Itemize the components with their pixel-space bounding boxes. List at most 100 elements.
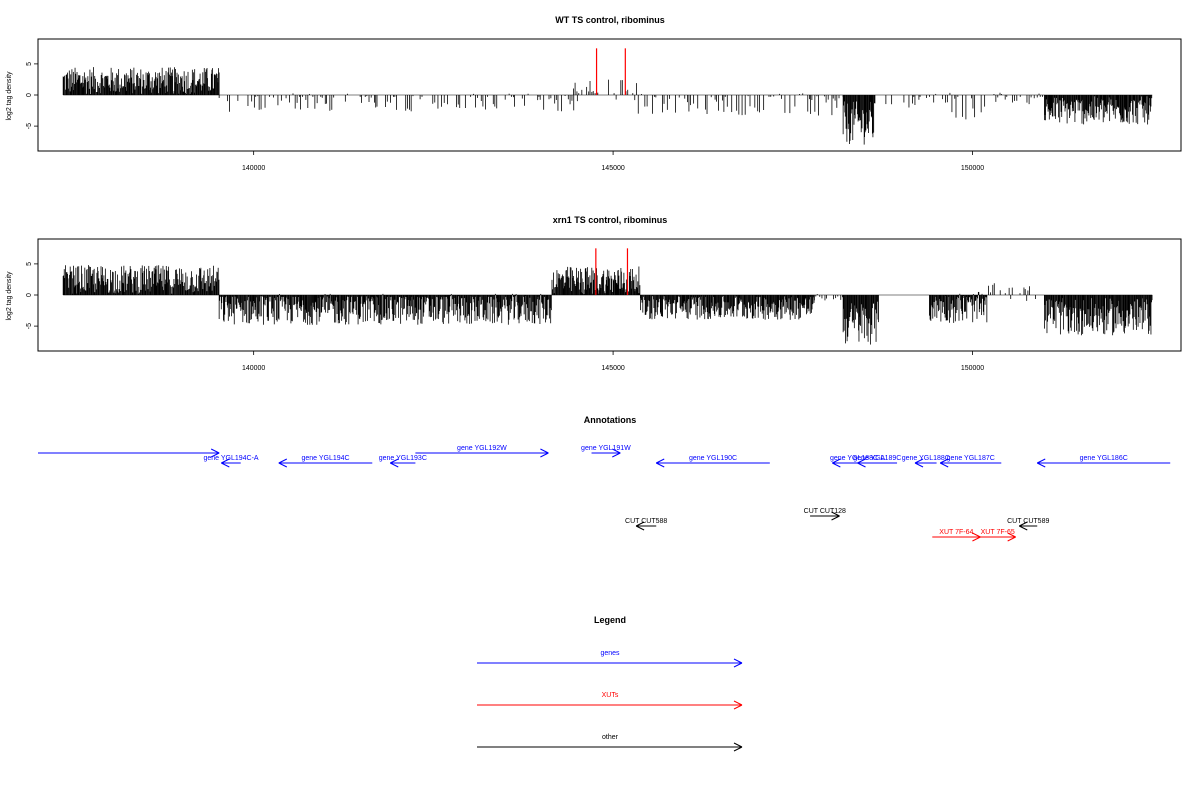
y-tick-label: -5	[26, 323, 33, 329]
annotation-label: CUT CUT589	[1007, 518, 1049, 525]
y-tick-label: -5	[26, 123, 33, 129]
y-tick-label: 5	[26, 262, 33, 266]
annotation-arrow-head	[278, 458, 288, 464]
annotation-arrow-head	[972, 536, 981, 542]
annotation-arrow-head	[1007, 536, 1016, 542]
legend-items: genes XUTs other	[477, 650, 743, 752]
annotation-arrow-head	[210, 452, 220, 458]
panel-xrn1: xrn1 TS control, ribominus log2 tag dens…	[6, 215, 1182, 372]
annotation-arrow: gene YGL188C	[902, 455, 950, 468]
annotation-arrow-head	[832, 462, 841, 468]
panel-wt-axes: -5 0 5 140000 145000 150000	[26, 62, 984, 172]
annotation-arrow-head	[1019, 521, 1028, 527]
annotation-arrow-head	[914, 458, 924, 464]
annotation-label: gene YGL193C	[379, 455, 427, 462]
legend-label: genes	[600, 650, 620, 657]
annotation-arrow-head	[612, 448, 621, 454]
annotation-arrow-head	[540, 448, 549, 454]
annotation-arrow: gene YGL191W	[581, 445, 631, 458]
annotation-arrow-head	[857, 462, 866, 468]
annotation-features: gene YGL194C-A gene YGL194C gene YGL193C ge…	[38, 445, 1171, 542]
annotation-label: XUT 7F-65	[981, 529, 1015, 536]
panel-wt: WT TS control, ribominus log2 tag densit…	[6, 15, 1182, 172]
annotation-arrow-head	[278, 462, 288, 468]
annotation-arrow-head	[656, 458, 665, 464]
annotation-arrow-head	[972, 532, 981, 538]
annotation-label: gene YGL192W	[457, 445, 507, 452]
panel-wt-ylabel: log2 tag density	[6, 71, 13, 121]
annotation-arrow-head	[1007, 532, 1016, 538]
legend-arrow-head	[733, 742, 743, 748]
annotation-label: gene YGL189C	[853, 455, 901, 462]
annotation-arrow: gene YGL189C	[853, 455, 901, 468]
annotation-arrow: gene YGL192W	[415, 445, 549, 458]
annotation-arrow: gene YGL194C-A	[203, 455, 259, 468]
panel-xrn1-frame	[37, 238, 1182, 352]
y-tick-label: 0	[26, 293, 33, 297]
x-tick-label: 145000	[601, 365, 624, 372]
y-tick-label: 5	[26, 62, 33, 66]
annotation-arrow-head	[831, 515, 840, 521]
annotation-label: gene YGL191W	[581, 445, 631, 452]
annotation-arrow-head	[210, 448, 220, 454]
annotation-arrow-head	[612, 452, 621, 458]
annotation-arrow	[38, 448, 220, 458]
annotation-arrow-head	[832, 458, 841, 464]
legend-arrow: XUTs	[477, 692, 743, 710]
legend-title: Legend	[594, 615, 626, 625]
annotation-arrow: gene YGL187C	[939, 455, 1002, 468]
annotation-arrow-head	[831, 511, 840, 517]
annotation-arrow-head	[656, 462, 665, 468]
annotation-label: CUT CUT128	[804, 508, 846, 515]
panel-xrn1-ylabel: log2 tag density	[6, 271, 13, 321]
annotation-label: gene YGL188C	[902, 455, 950, 462]
annotation-label: gene YGL187C	[947, 455, 995, 462]
annotation-arrow-head	[857, 458, 866, 464]
annotation-arrow-head	[1019, 525, 1028, 531]
x-tick-label: 145000	[601, 165, 624, 172]
panel-wt-bars	[62, 48, 1153, 145]
annotation-arrow-head	[635, 525, 645, 531]
annotation-arrow-head	[221, 458, 230, 464]
annotation-arrow: gene YGL193C	[379, 455, 427, 468]
legend-arrow-head	[733, 662, 743, 668]
annotation-arrow-head	[939, 458, 949, 464]
annotation-arrow-head	[635, 521, 645, 527]
panel-xrn1-bars	[62, 248, 1153, 345]
panel-xrn1-title: xrn1 TS control, ribominus	[553, 215, 668, 225]
legend-label: XUTs	[602, 692, 619, 699]
y-tick-label: 0	[26, 93, 33, 97]
annotation-arrow-head	[540, 452, 549, 458]
legend-arrow: genes	[477, 650, 743, 668]
annotation-arrow-head	[221, 462, 230, 468]
annotation-arrow-head	[939, 462, 949, 468]
annotation-arrow: gene YGL190C	[656, 455, 770, 468]
annotation-label: gene YGL188C-A	[830, 455, 885, 462]
x-tick-label: 150000	[961, 365, 984, 372]
legend-arrow-head	[733, 746, 743, 752]
annotation-arrow: gene YGL186C	[1037, 455, 1171, 468]
legend-label: other	[602, 734, 619, 741]
x-tick-label: 140000	[242, 165, 265, 172]
annotation-arrow-head	[1037, 458, 1046, 464]
annotation-arrow: XUT 7F-65	[979, 529, 1016, 542]
annotation-label: gene YGL194C	[301, 455, 349, 462]
annotation-arrow-head	[390, 458, 399, 464]
annotation-label: gene YGL190C	[689, 455, 737, 462]
panel-wt-frame	[37, 38, 1182, 152]
annotation-arrow: CUT CUT128	[804, 508, 846, 521]
annotation-arrow: CUT CUT588	[625, 518, 667, 531]
legend-arrow-head	[733, 700, 743, 706]
annotation-arrow: XUT 7F-64	[932, 529, 981, 542]
legend-arrow-head	[733, 658, 743, 664]
annotation-label: CUT CUT588	[625, 518, 667, 525]
annotation-label: XUT 7F-64	[939, 529, 973, 536]
annotations-panel: Annotations gene YGL194C-A gene YGL194C ge…	[38, 415, 1171, 542]
legend-arrow-head	[733, 704, 743, 710]
annotation-label: gene YGL186C	[1080, 455, 1128, 462]
annotation-arrow: CUT CUT589	[1007, 518, 1049, 531]
x-tick-label: 150000	[961, 165, 984, 172]
panel-xrn1-axes: -5 0 5 140000 145000 150000	[26, 262, 984, 372]
annotation-arrow-head	[914, 462, 924, 468]
